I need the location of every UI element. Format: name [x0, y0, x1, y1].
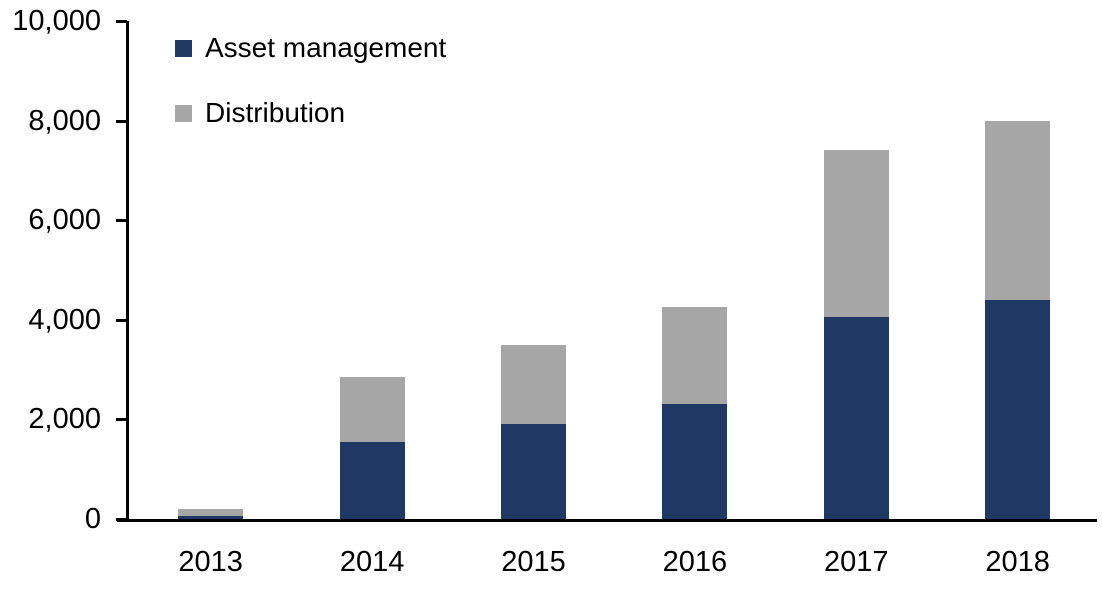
y-tick-mark	[116, 418, 127, 422]
bar-segment-2015	[501, 424, 566, 519]
y-tick-label: 6,000	[28, 204, 101, 237]
bar-segment-2017	[823, 150, 889, 318]
legend-swatch-distribution-icon	[175, 104, 192, 122]
legend-swatch-asset-management-icon	[175, 39, 192, 57]
bar-segment-2014	[339, 377, 405, 442]
x-axis-label: 2015	[501, 546, 566, 578]
x-axis-line	[117, 519, 1097, 522]
bar-segment-2018	[985, 120, 1051, 300]
y-tick-mark	[116, 20, 127, 23]
legend-item-distribution: Distribution	[175, 96, 345, 130]
y-tick-mark	[116, 318, 127, 322]
bar-segment-2017	[823, 317, 889, 519]
x-axis-label: 2018	[985, 546, 1050, 578]
bar-segment-2016	[662, 307, 728, 405]
x-axis-label: 2014	[339, 546, 405, 578]
x-axis-label: 2016	[662, 546, 728, 578]
bar-segment-2015	[501, 344, 566, 425]
legend-label-distribution: Distribution	[205, 97, 346, 128]
bar-segment-2013	[178, 509, 244, 516]
bar-segment-2018	[985, 299, 1051, 519]
legend-item-asset-management: Asset management	[175, 31, 446, 65]
y-tick-mark	[116, 119, 127, 123]
bar-segment-2013	[178, 515, 244, 519]
bar-segment-2014	[339, 441, 405, 519]
y-tick-mark	[116, 219, 127, 223]
x-axis-label: 2013	[178, 546, 243, 578]
y-tick-label: 8,000	[28, 104, 101, 137]
y-axis-line	[126, 21, 129, 522]
y-tick-label: 4,000	[28, 303, 101, 336]
y-tick-mark	[116, 518, 127, 521]
y-tick-label: 10,000	[12, 5, 101, 37]
x-axis-label: 2017	[824, 546, 889, 578]
y-tick-label: 2,000	[28, 403, 101, 436]
bar-segment-2016	[662, 404, 728, 519]
y-tick-label: 0	[84, 503, 101, 535]
legend-label-asset-management: Asset management	[205, 32, 447, 63]
